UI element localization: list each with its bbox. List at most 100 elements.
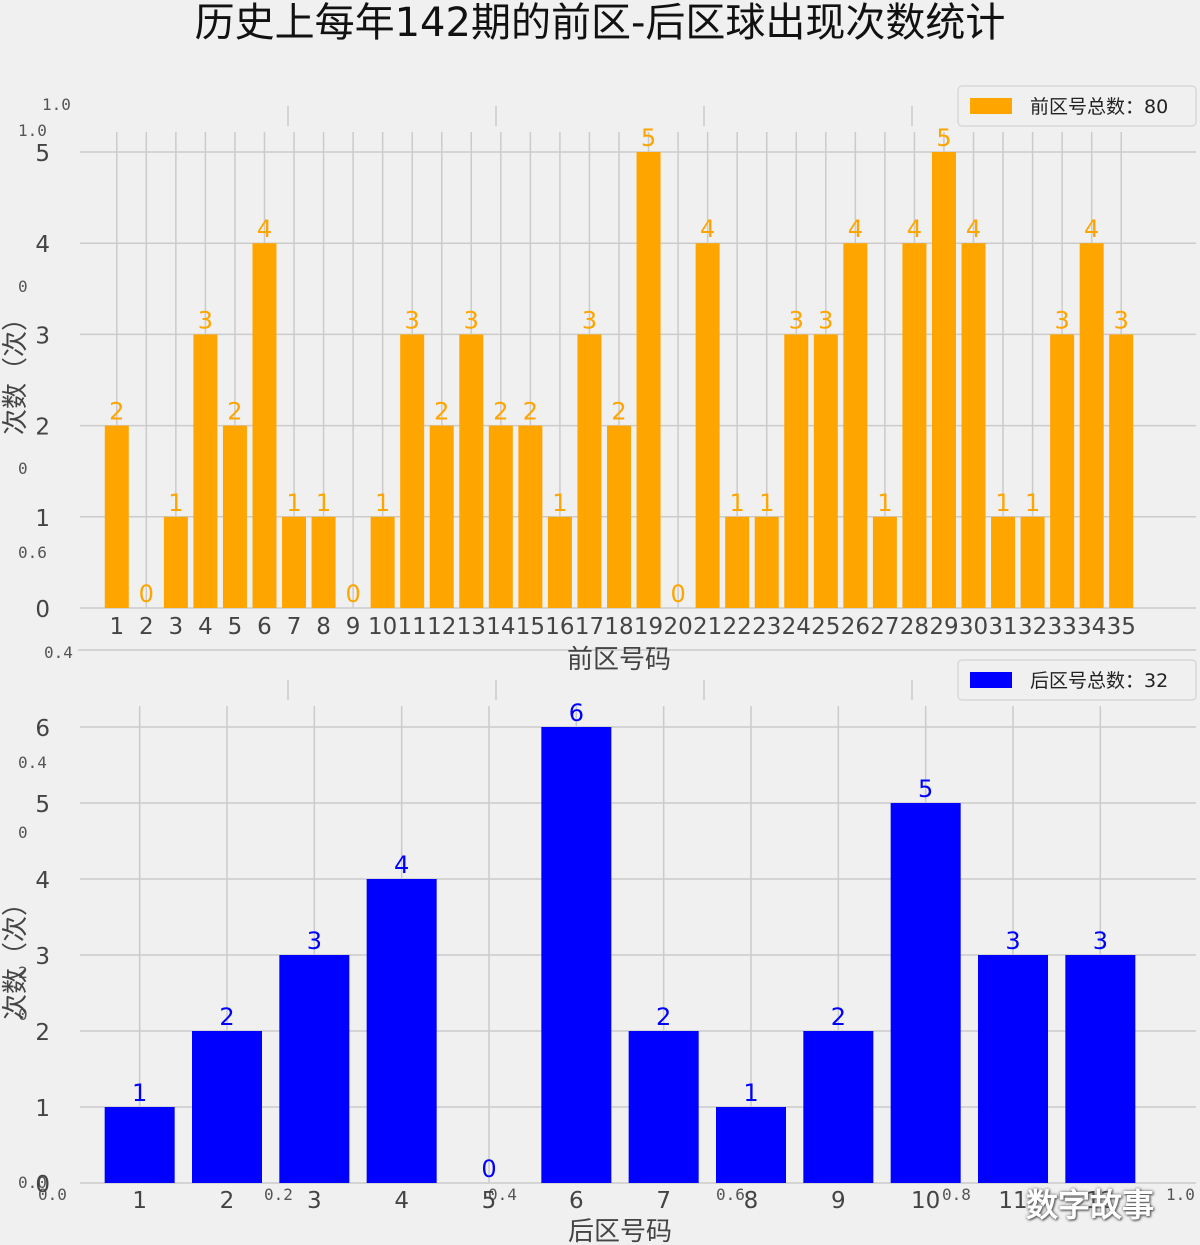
ghost-tick: 0 — [18, 459, 28, 478]
ghost-tick: 0.0 — [18, 1173, 47, 1192]
x-tick-label: 21 — [693, 614, 722, 640]
bar-value-label: 2 — [523, 398, 538, 426]
x-tick-label: 5 — [228, 614, 243, 640]
y-tick-label: 4 — [35, 232, 50, 258]
x-tick-label: 2 — [139, 614, 154, 640]
bar-value-label: 4 — [1084, 215, 1099, 243]
bar-value-label: 3 — [464, 306, 479, 334]
bar-value-label: 4 — [848, 215, 863, 243]
bar — [311, 516, 336, 608]
bar-value-label: 3 — [1114, 306, 1129, 334]
bar-value-label: 1 — [316, 489, 331, 517]
bar — [1079, 243, 1104, 608]
x-tick-label: 15 — [516, 614, 545, 640]
x-tick-label: 26 — [841, 614, 870, 640]
ghost-tick: 0 — [18, 823, 28, 842]
bar-value-label: 1 — [730, 489, 745, 517]
back-chart: 0123456112233440566271829510311312后区号码次数… — [1, 659, 1197, 1245]
bar-value-label: 2 — [219, 1003, 234, 1031]
bar — [252, 243, 277, 608]
x-tick-label: 33 — [1048, 614, 1077, 640]
bar-value-label: 5 — [936, 124, 951, 152]
front-chart: 0123452102133425461718091103112123132142… — [1, 85, 1197, 675]
bar-value-label: 2 — [656, 1003, 671, 1031]
x-tick-label: 12 — [1086, 1188, 1115, 1214]
x-tick-label: 25 — [811, 614, 840, 640]
bar-value-label: 3 — [198, 306, 213, 334]
bar — [813, 334, 838, 608]
x-tick-label: 13 — [457, 614, 486, 640]
y-tick-label: 3 — [35, 944, 50, 970]
x-tick-label: 11 — [998, 1188, 1027, 1214]
y-tick-label: 4 — [35, 868, 50, 894]
x-tick-label: 4 — [394, 1188, 409, 1214]
x-tick-label: 23 — [752, 614, 781, 640]
x-tick-label: 9 — [831, 1188, 846, 1214]
x-tick-label: 3 — [169, 614, 184, 640]
y-tick-label: 2 — [35, 1020, 50, 1046]
x-tick-label: 16 — [545, 614, 574, 640]
bar-value-label: 3 — [789, 306, 804, 334]
x-tick-label: 34 — [1077, 614, 1106, 640]
bar — [192, 1031, 262, 1183]
x-tick-label: 8 — [316, 614, 331, 640]
bar-value-label: 3 — [818, 306, 833, 334]
bar — [872, 516, 897, 608]
bar-value-label: 3 — [405, 306, 420, 334]
bar — [695, 243, 720, 608]
bar — [163, 516, 188, 608]
x-tick-label: 28 — [900, 614, 929, 640]
bar — [104, 425, 129, 608]
x-tick-label: 35 — [1107, 614, 1136, 640]
y-tick-label: 3 — [35, 323, 50, 349]
x-tick-label: 20 — [663, 614, 692, 640]
bar — [931, 152, 956, 608]
bar — [784, 334, 809, 608]
x-tick-label: 11 — [398, 614, 427, 640]
ghost-tick: 0.4 — [18, 753, 47, 772]
x-tick-label: 9 — [346, 614, 361, 640]
bar — [429, 425, 454, 608]
front-legend: 前区号总数：80 — [957, 85, 1197, 127]
bar — [488, 425, 513, 608]
bar-value-label: 4 — [394, 851, 409, 879]
bar — [459, 334, 484, 608]
x-tick-label: 8 — [744, 1188, 759, 1214]
bar — [279, 955, 350, 1183]
bar-value-label: 0 — [481, 1155, 496, 1183]
y-tick-label: 0 — [35, 597, 50, 623]
bar-value-label: 5 — [641, 124, 656, 152]
bar — [991, 516, 1016, 608]
bar — [193, 334, 218, 608]
bar-value-label: 3 — [1093, 927, 1108, 955]
ghost-tick: 0.0 — [38, 1185, 67, 1204]
bar — [890, 803, 961, 1183]
y-tick-label: 2 — [35, 415, 50, 441]
x-tick-label: 10 — [911, 1188, 940, 1214]
bar — [843, 243, 868, 608]
ghost-tick: 0 — [18, 1005, 28, 1024]
bar-value-label: 5 — [918, 775, 933, 803]
x-tick-label: 27 — [870, 614, 899, 640]
chart-title: 历史上每年142期的前区-后区球出现次数统计 — [194, 0, 1006, 46]
bar-value-label: 2 — [434, 398, 449, 426]
bar-value-label: 1 — [759, 489, 774, 517]
x-tick-label: 10 — [368, 614, 397, 640]
x-tick-label: 31 — [988, 614, 1017, 640]
bar — [547, 516, 572, 608]
x-tick-label: 19 — [634, 614, 663, 640]
bar — [803, 1031, 874, 1183]
ghost-tick: 0.2 — [264, 1185, 293, 1204]
bar — [104, 1107, 175, 1183]
ghost-tick: 1.0 — [42, 95, 71, 114]
bar — [366, 879, 437, 1183]
bar-value-label: 1 — [286, 489, 301, 517]
x-tick-label: 14 — [486, 614, 515, 640]
bar-value-label: 1 — [1025, 489, 1040, 517]
bar — [716, 1107, 786, 1183]
bar-value-label: 1 — [132, 1079, 147, 1107]
y-tick-label: 0 — [35, 1172, 50, 1198]
ghost-tick: 0.8 — [942, 1185, 971, 1204]
ghost-tick: 0.4 — [488, 1185, 517, 1204]
